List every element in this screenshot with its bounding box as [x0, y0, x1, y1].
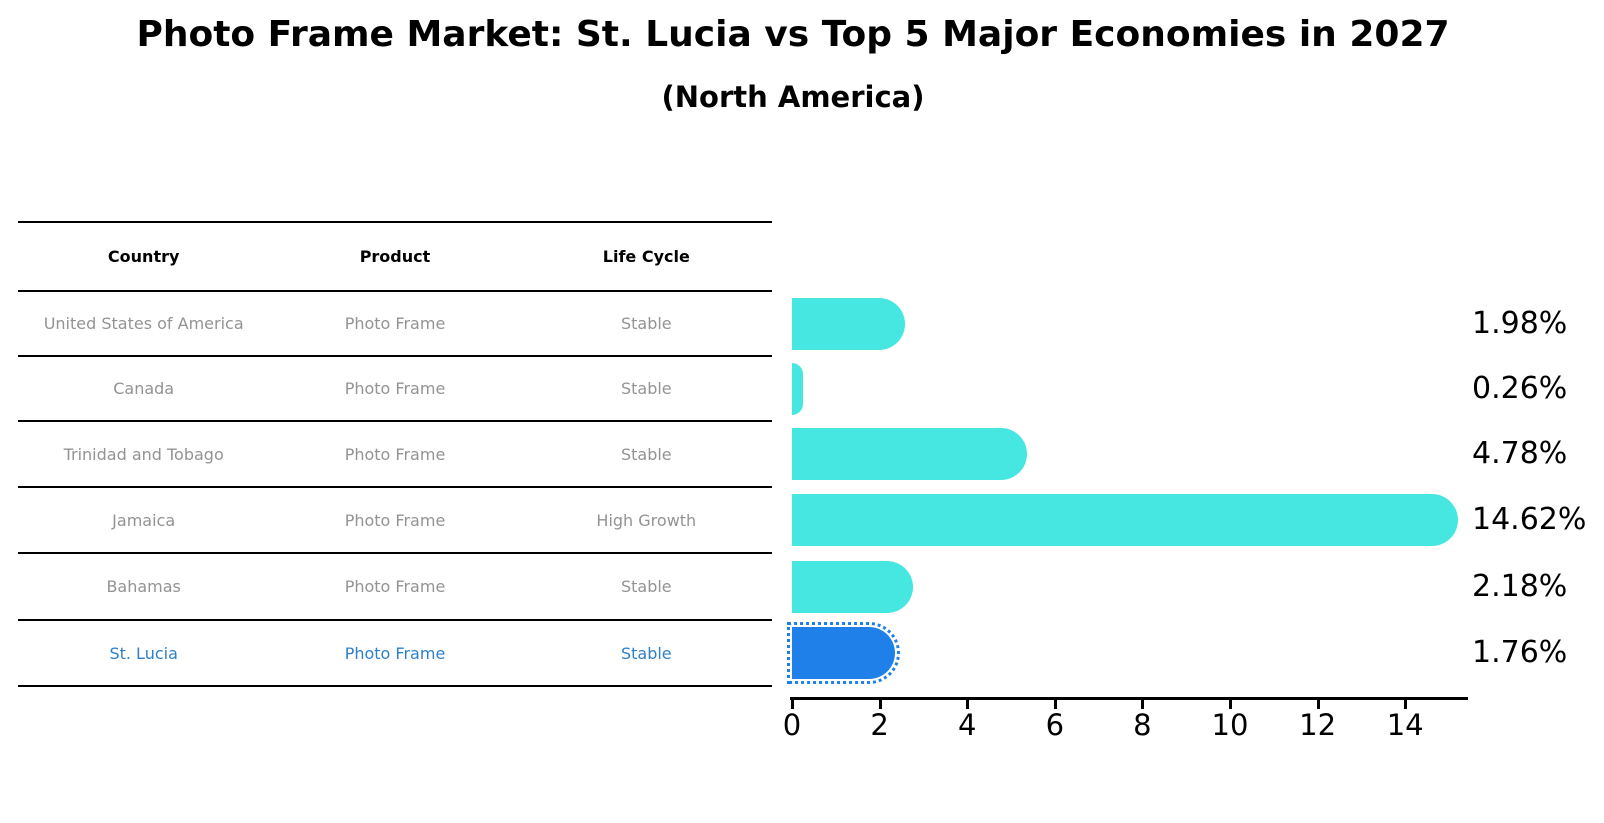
product-cell: Photo Frame [344, 379, 446, 398]
x-tick-mark-14 [1404, 700, 1408, 709]
country-cell: Jamaica [112, 510, 176, 530]
lifecycle-cell: Stable [620, 379, 672, 398]
x-tick-label-2: 2 [870, 708, 889, 742]
value-label-united-states-of-america: 1.98% [1472, 305, 1568, 341]
table-rule-4 [18, 486, 772, 488]
table-rule-7 [18, 685, 772, 687]
table-row-united-states-of-america: United States of America Photo Frame Sta… [18, 291, 772, 356]
country-cell: St. Lucia [109, 643, 178, 663]
x-tick-mark-0 [791, 700, 794, 709]
table-rule-3 [18, 420, 772, 422]
product-cell: Photo Frame [344, 314, 446, 333]
product-cell: Photo Frame [344, 577, 446, 596]
table-row-st-lucia: St. Lucia Photo Frame Stable [18, 620, 772, 686]
lifecycle-cell: Stable [620, 314, 672, 333]
table-rule-1 [18, 290, 772, 292]
product-cell: Photo Frame [344, 510, 446, 530]
table-row-canada: Canada Photo Frame Stable [18, 356, 772, 421]
product-cell: Photo Frame [344, 444, 446, 464]
value-label-canada: 0.26% [1472, 370, 1568, 406]
column-header-lifecycle: Life Cycle [602, 247, 690, 266]
value-label-jamaica: 14.62% [1472, 502, 1587, 537]
x-tick-label-12: 12 [1299, 708, 1337, 742]
bar-st-lucia [786, 622, 901, 684]
bar-trinidad-and-tobago [792, 428, 1028, 480]
x-tick-label-4: 4 [957, 708, 977, 742]
x-tick-mark-12 [1316, 700, 1320, 709]
x-tick-label-6: 6 [1045, 708, 1065, 742]
x-tick-mark-8 [1141, 700, 1145, 709]
bar-canada [792, 362, 804, 415]
value-label-trinidad-and-tobago: 4.78% [1472, 436, 1568, 471]
bar-bahamas [792, 560, 914, 613]
x-tick-mark-6 [1053, 700, 1057, 709]
table-header-row: Country Product Life Cycle [18, 222, 772, 291]
x-tick-label-14: 14 [1386, 708, 1424, 742]
table-rule-6 [18, 619, 772, 621]
bar-jamaica [792, 494, 1459, 546]
country-cell: United States of America [43, 314, 244, 333]
table-rule-2 [18, 355, 772, 357]
value-label-st-lucia: 1.76% [1472, 635, 1568, 670]
table-rule-5 [18, 552, 772, 554]
x-tick-mark-2 [878, 700, 882, 709]
lifecycle-cell: Stable [620, 577, 672, 596]
table-row-trinidad-and-tobago: Trinidad and Tobago Photo Frame Stable [18, 421, 772, 487]
x-tick-label-0: 0 [782, 708, 802, 742]
country-cell: Canada [113, 379, 175, 398]
x-tick-mark-10 [1229, 700, 1232, 709]
column-header-country: Country [107, 247, 180, 266]
value-label-bahamas: 2.18% [1472, 568, 1568, 604]
country-cell: Trinidad and Tobago [63, 444, 224, 464]
x-tick-label-8: 8 [1133, 708, 1152, 742]
lifecycle-cell: High Growth [596, 510, 697, 530]
table-row-bahamas: Bahamas Photo Frame Stable [18, 553, 772, 620]
country-cell: Bahamas [106, 577, 181, 596]
chart-title: Photo Frame Market: St. Lucia vs Top 5 M… [136, 14, 1450, 55]
chart-subtitle: (North America) [661, 80, 925, 114]
table-rule-0 [18, 221, 772, 223]
x-axis-spine [790, 697, 1468, 700]
x-tick-mark-4 [966, 700, 970, 709]
lifecycle-cell: Stable [620, 444, 672, 464]
lifecycle-cell: Stable [620, 643, 672, 663]
product-cell: Photo Frame [344, 643, 446, 663]
column-header-product: Product [359, 247, 431, 266]
table-row-jamaica: Jamaica Photo Frame High Growth [18, 487, 772, 553]
x-tick-label-10: 10 [1211, 708, 1249, 742]
bar-united-states-of-america [792, 297, 905, 350]
